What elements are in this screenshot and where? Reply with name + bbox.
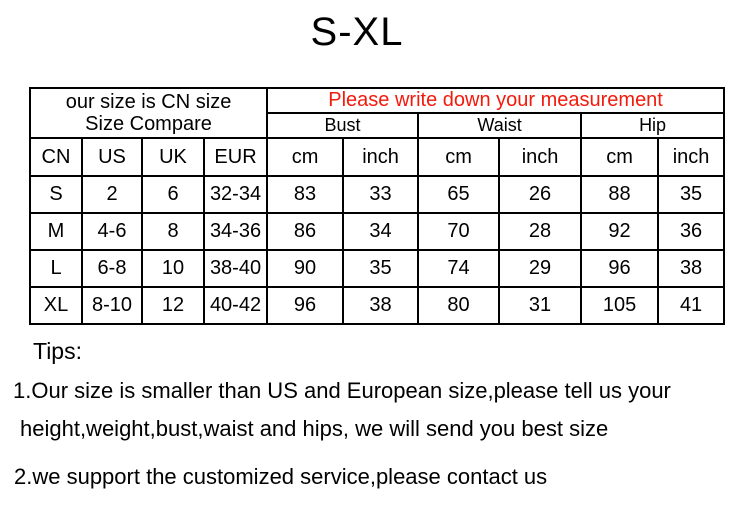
tips-section: Tips: 1.Our size is smaller than US and … xyxy=(0,332,750,511)
col-header-waist-inch: inch xyxy=(498,137,583,177)
tip-line-2: height,weight,bust,waist and hips, we wi… xyxy=(20,416,609,441)
col-header-hip-inch: inch xyxy=(657,137,726,177)
cell-eur: 32-34 xyxy=(202,175,269,214)
cell-us: 4-6 xyxy=(81,212,143,251)
measurement-header: Please write down your measurement xyxy=(266,87,726,114)
tip-line-3: 2.we support the customized service,plea… xyxy=(14,464,548,489)
cell-uk: 12 xyxy=(141,286,205,325)
cell-uk: 10 xyxy=(141,249,205,288)
table-row-m: M 4-6 8 34-36 86 34 70 28 92 36 xyxy=(29,212,726,251)
cell-uk: 8 xyxy=(141,212,205,251)
cell-bust-inch: 35 xyxy=(342,249,420,288)
cell-waist-inch: 29 xyxy=(498,249,583,288)
tip-line-1: 1.Our size is smaller than US and Europe… xyxy=(13,378,671,403)
cell-hip-cm: 88 xyxy=(580,175,660,214)
cell-cn: L xyxy=(29,249,83,288)
cell-uk: 6 xyxy=(141,175,205,214)
cell-cn: XL xyxy=(29,286,83,325)
cell-waist-inch: 26 xyxy=(498,175,583,214)
col-header-eur: EUR xyxy=(202,137,269,177)
cell-hip-inch: 35 xyxy=(657,175,726,214)
col-header-uk: UK xyxy=(141,137,205,177)
col-header-hip-cm: cm xyxy=(580,137,660,177)
size-compare-line1: our size is CN size xyxy=(65,91,232,113)
size-chart-table: our size is CN size Size Compare Please … xyxy=(28,87,726,325)
hip-header: Hip xyxy=(580,112,726,139)
cell-eur: 40-42 xyxy=(202,286,269,325)
cell-bust-inch: 33 xyxy=(342,175,420,214)
cell-waist-cm: 80 xyxy=(417,286,501,325)
cell-waist-inch: 31 xyxy=(498,286,583,325)
waist-header: Waist xyxy=(417,112,583,139)
page-title: S-XL xyxy=(310,10,404,54)
cell-waist-cm: 65 xyxy=(417,175,501,214)
cell-hip-inch: 36 xyxy=(657,212,726,251)
cell-bust-cm: 90 xyxy=(266,249,345,288)
cell-us: 2 xyxy=(81,175,143,214)
cell-hip-inch: 38 xyxy=(657,249,726,288)
cell-eur: 38-40 xyxy=(202,249,269,288)
cell-cn: S xyxy=(29,175,83,214)
cell-us: 6-8 xyxy=(81,249,143,288)
col-header-bust-cm: cm xyxy=(266,137,345,177)
bust-header: Bust xyxy=(266,112,420,139)
cell-waist-cm: 74 xyxy=(417,249,501,288)
tips-heading: Tips: xyxy=(33,338,82,364)
cell-bust-inch: 38 xyxy=(342,286,420,325)
col-header-us: US xyxy=(81,137,143,177)
size-compare-header: our size is CN size Size Compare xyxy=(28,87,269,139)
table-row-s: S 2 6 32-34 83 33 65 26 88 35 xyxy=(29,175,726,214)
cell-hip-inch: 41 xyxy=(657,286,726,325)
cell-eur: 34-36 xyxy=(202,212,269,251)
cell-bust-cm: 83 xyxy=(266,175,345,214)
size-compare-line2: Size Compare xyxy=(85,113,212,135)
cell-bust-cm: 96 xyxy=(266,286,345,325)
table-row-xl: XL 8-10 12 40-42 96 38 80 31 105 41 xyxy=(29,286,726,325)
cell-waist-inch: 28 xyxy=(498,212,583,251)
cell-us: 8-10 xyxy=(81,286,143,325)
cell-cn: M xyxy=(29,212,83,251)
col-header-waist-cm: cm xyxy=(417,137,501,177)
col-header-bust-inch: inch xyxy=(342,137,420,177)
cell-bust-inch: 34 xyxy=(342,212,420,251)
header-row-columns: CN US UK EUR cm inch cm inch cm inch xyxy=(29,137,726,177)
cell-hip-cm: 105 xyxy=(580,286,660,325)
cell-waist-cm: 70 xyxy=(417,212,501,251)
cell-hip-cm: 92 xyxy=(580,212,660,251)
header-row-groups: Bust Waist Hip xyxy=(30,112,726,139)
table-row-l: L 6-8 10 38-40 90 35 74 29 96 38 xyxy=(29,249,726,288)
header-row-top: our size is CN size Size Compare Please … xyxy=(28,87,726,139)
cell-bust-cm: 86 xyxy=(266,212,345,251)
col-header-cn: CN xyxy=(29,137,83,177)
cell-hip-cm: 96 xyxy=(580,249,660,288)
